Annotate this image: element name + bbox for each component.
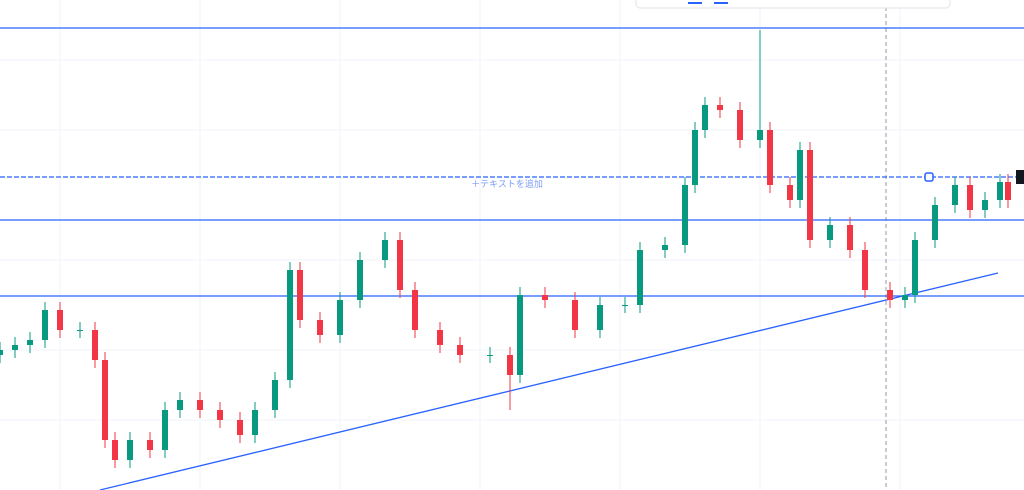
candle-body [0,350,3,355]
candle-body [807,150,813,240]
candle-body [57,310,63,330]
candle-body [357,260,363,300]
candle-body [197,400,203,410]
candle-body [42,310,48,340]
candle-body [692,130,698,185]
toolbar[interactable] [635,0,951,9]
candle-body [982,200,988,210]
candle-body [237,420,243,435]
candle-body [507,355,513,375]
candle-body [682,185,688,245]
candle-body [932,205,938,240]
candle-body [12,345,18,350]
candle-body [382,240,388,260]
candle-body [77,330,83,331]
candle-body [297,270,303,320]
candle-body [737,110,743,140]
candle-body [912,240,918,295]
price-tag [1016,170,1024,184]
candle-body [862,250,868,290]
candle-body [717,105,723,110]
candle-body [92,330,98,360]
candle-body [767,130,773,185]
candle-body [662,245,668,250]
candle-body [162,410,168,450]
candle-body [287,270,293,380]
candle-body [112,440,118,460]
toolbar-icon[interactable] [714,2,728,4]
candle-body [847,225,853,250]
candle-body [572,300,578,330]
candle-body [542,295,548,300]
candle-body [952,185,958,205]
candle-body [597,305,603,330]
candle-body [902,295,908,300]
trend-line [99,272,999,490]
candle-body [457,345,463,355]
candle-body [217,410,223,420]
plot [0,27,1024,490]
candle-body [337,300,343,335]
candle-body [797,150,803,200]
candle-body [397,240,403,290]
candle-body [887,290,893,300]
candle-body [757,130,763,140]
candle-body [102,360,108,440]
candle-body [622,305,628,306]
candle-body [997,182,1003,200]
candle-body [517,295,523,375]
candle-body [27,340,33,345]
add-text-annotation[interactable]: ＋テキストを追加 [471,178,543,190]
candle-body [177,400,183,410]
candle-body [637,250,643,305]
level-handle [924,172,934,182]
toolbar-icon[interactable] [688,2,702,4]
candle-body [252,410,258,435]
candle-body [127,440,133,460]
candle-body [317,320,323,335]
candle-body [272,380,278,410]
candle-body [827,225,833,240]
candle-body [487,355,493,356]
candle-body [787,185,793,200]
candle-body [147,440,153,450]
candle-body [967,185,973,210]
candle-body [702,105,708,130]
candle-body [412,290,418,330]
candle-body [1005,182,1011,200]
candle-body [437,330,443,345]
